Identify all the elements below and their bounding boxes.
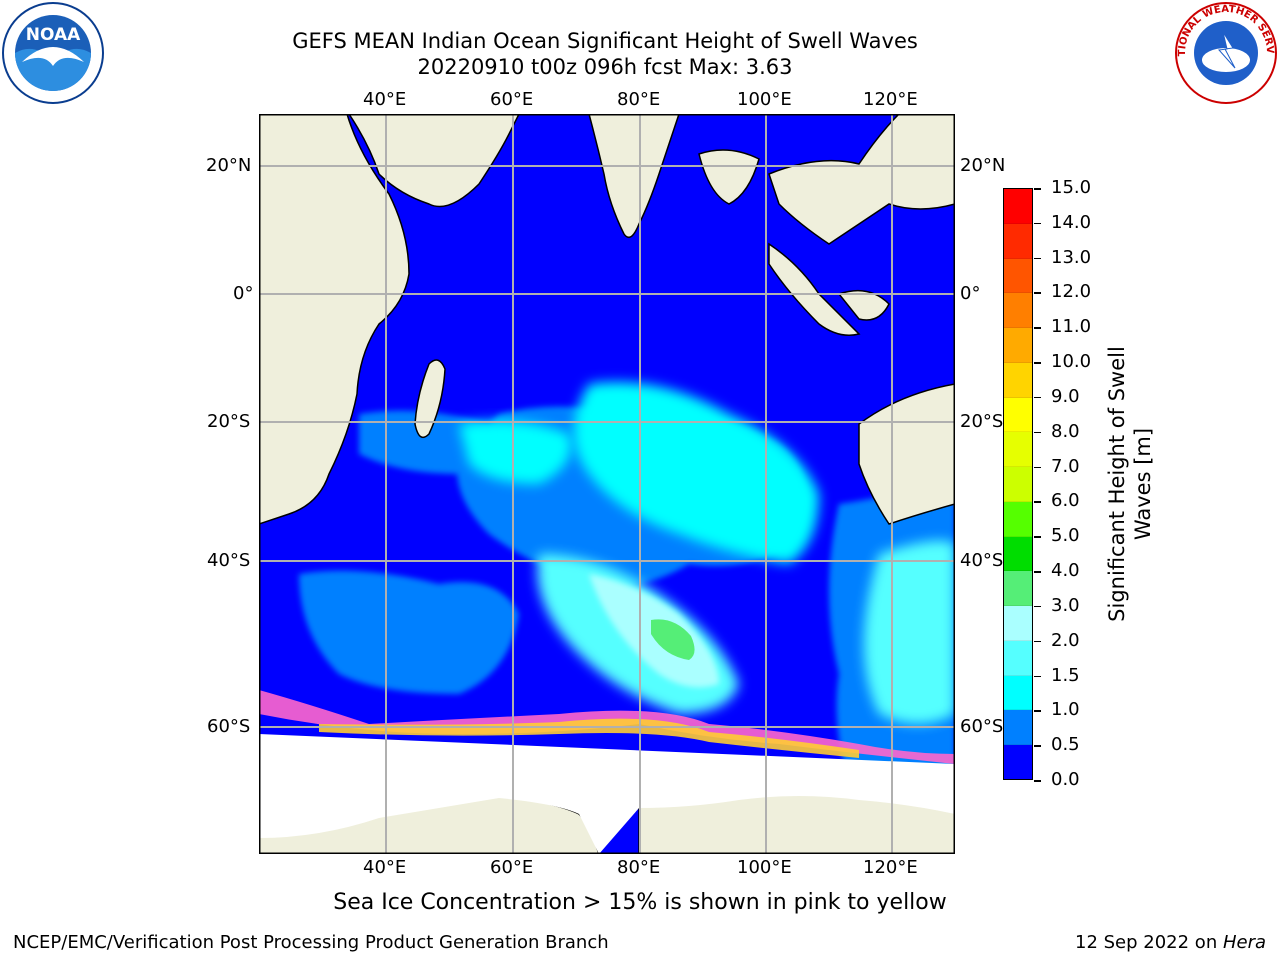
lon-label-top: 100°E — [737, 89, 792, 110]
colorbar-tick-mark — [1034, 362, 1041, 364]
colorbar-tick-label: 14.0 — [1051, 211, 1092, 233]
colorbar-tick-mark — [1034, 780, 1041, 782]
colorbar-tick-label: 0.0 — [1051, 769, 1080, 790]
footer-date: 12 Sep 2022 on Hera — [1075, 932, 1266, 953]
colorbar-tick-label: 5.0 — [1051, 525, 1080, 547]
colorbar-tick-mark — [1034, 745, 1041, 747]
colorbar-tick-label: 10.0 — [1051, 351, 1092, 373]
colorbar-tick-label: 2.0 — [1051, 629, 1080, 651]
colorbar-swatch — [1004, 501, 1032, 537]
noaa-logo: NOAA — [2, 2, 104, 104]
noaa-logo-text: NOAA — [26, 25, 81, 45]
colorbar-swatch — [1004, 710, 1032, 746]
map-frame — [259, 114, 955, 854]
lon-label-bottom: 40°E — [363, 857, 407, 878]
colorbar-tick-mark — [1034, 501, 1041, 503]
lat-label-right: 20°N — [960, 155, 1006, 176]
colorbar-swatch — [1004, 293, 1032, 329]
colorbar-swatch — [1004, 536, 1032, 572]
sea-ice-note: Sea Ice Concentration > 15% is shown in … — [333, 890, 947, 915]
colorbar-tick-mark — [1034, 710, 1041, 712]
colorbar-tick-mark — [1034, 292, 1041, 294]
colorbar-tick-mark — [1034, 222, 1041, 225]
colorbar-swatch — [1004, 362, 1032, 398]
lon-label-bottom: 120°E — [863, 857, 918, 878]
colorbar-tick-mark — [1034, 675, 1041, 678]
colorbar-ticks: 15.0 14.0 13.0 12.0 11.0 10.0 9.0 8.0 7.0 6.0 5.0 4… — [1034, 177, 1104, 791]
footer-branch: NCEP/EMC/Verification Post Processing Pr… — [13, 932, 609, 953]
lon-label-bottom: 80°E — [617, 857, 661, 878]
colorbar-tick-mark — [1034, 605, 1041, 608]
colorbar-tick-mark — [1034, 257, 1041, 260]
lon-label-bottom: 60°E — [490, 857, 534, 878]
colorbar-label-line2: Waves [m] — [1131, 427, 1155, 541]
lat-label-right: 60°S — [960, 716, 1004, 737]
colorbar-tick-label: 13.0 — [1051, 246, 1092, 268]
colorbar-tick-label: 11.0 — [1051, 316, 1092, 338]
footer-date-text: 12 Sep 2022 on — [1075, 932, 1223, 953]
colorbar-tick-label: 7.0 — [1051, 455, 1080, 477]
colorbar-tick-mark — [1034, 431, 1041, 434]
colorbar-tick-mark — [1034, 188, 1041, 190]
colorbar-tick-mark — [1034, 571, 1041, 573]
colorbar-tick-label: 4.0 — [1051, 560, 1080, 582]
colorbar-tick-label: 0.5 — [1051, 734, 1080, 756]
colorbar-swatch — [1004, 328, 1032, 363]
lon-label-top: 60°E — [490, 89, 534, 110]
colorbar-swatch — [1004, 189, 1032, 224]
colorbar-tick-label: 1.5 — [1051, 664, 1080, 686]
lon-label-top: 40°E — [363, 89, 407, 110]
colorbar-swatch — [1004, 745, 1032, 779]
lat-label-left: 60°S — [207, 716, 251, 737]
colorbar-swatch — [1004, 640, 1032, 676]
colorbar-tick-label: 9.0 — [1051, 385, 1080, 407]
nws-logo: NATIONAL WEATHER SERVICE — [1171, 0, 1277, 104]
colorbar-tick-mark — [1034, 536, 1041, 538]
gridlines — [259, 114, 955, 854]
lat-label-left: 20°N — [206, 155, 252, 176]
land-masses — [259, 114, 955, 854]
colorbar-tick-label: 8.0 — [1051, 420, 1080, 442]
lon-label-top: 120°E — [863, 89, 918, 110]
lat-label-right: 20°S — [960, 411, 1004, 432]
lat-label-right: 0° — [960, 283, 981, 304]
colorbar-tick-label: 3.0 — [1051, 594, 1080, 616]
lat-label-left: 20°S — [207, 411, 251, 432]
colorbar-tick-mark — [1034, 327, 1041, 329]
colorbar-swatch — [1004, 223, 1032, 259]
footer-host: Hera — [1222, 932, 1266, 953]
colorbar-tick-label: 12.0 — [1051, 281, 1092, 303]
colorbar-swatch — [1004, 397, 1032, 433]
chart-subtitle: 20220910 t00z 096h fcst Max: 3.63 — [417, 55, 793, 79]
colorbar-tick-mark — [1034, 396, 1041, 399]
colorbar-tick-label: 15.0 — [1051, 177, 1092, 198]
lon-label-bottom: 100°E — [737, 857, 792, 878]
colorbar-swatch — [1004, 675, 1032, 711]
colorbar-tick-mark — [1034, 466, 1041, 469]
map-panel — [259, 114, 955, 854]
lat-label-left: 0° — [233, 283, 254, 304]
colorbar-label-line1: Significant Height of Swell — [1105, 346, 1129, 622]
colorbar-swatch — [1004, 432, 1032, 468]
lat-label-right: 40°S — [960, 550, 1004, 571]
chart-title: GEFS MEAN Indian Ocean Significant Heigh… — [292, 29, 918, 53]
colorbar-tick-label: 1.0 — [1051, 699, 1080, 721]
colorbar-swatch — [1004, 606, 1032, 641]
colorbar-tick-mark — [1034, 640, 1041, 643]
lon-label-top: 80°E — [617, 89, 661, 110]
lat-label-left: 40°S — [207, 550, 251, 571]
colorbar-swatch — [1004, 467, 1032, 502]
colorbar-tick-label: 6.0 — [1051, 490, 1080, 512]
colorbar-swatch — [1004, 571, 1032, 607]
colorbar-swatch — [1004, 258, 1032, 294]
colorbar — [1003, 188, 1033, 780]
